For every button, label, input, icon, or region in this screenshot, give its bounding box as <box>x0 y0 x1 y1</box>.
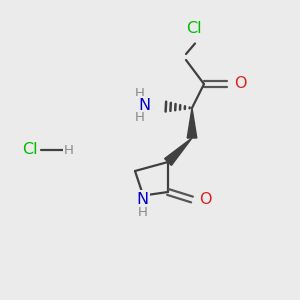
Text: N: N <box>136 192 148 207</box>
Text: H: H <box>135 111 144 124</box>
Text: H: H <box>135 87 144 101</box>
Text: O: O <box>199 192 212 207</box>
Text: Cl: Cl <box>186 21 201 36</box>
Text: H: H <box>138 206 147 219</box>
Text: O: O <box>234 76 246 92</box>
Text: H: H <box>64 143 74 157</box>
Polygon shape <box>165 138 192 165</box>
Polygon shape <box>187 108 197 138</box>
Text: N: N <box>138 98 150 112</box>
Text: Cl: Cl <box>22 142 38 158</box>
